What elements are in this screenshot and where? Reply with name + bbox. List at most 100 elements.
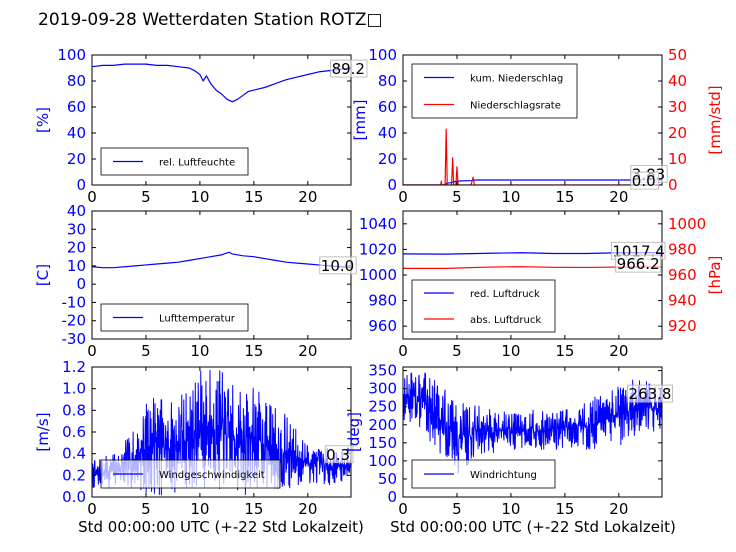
- y-axis-label: [C]: [34, 264, 52, 286]
- x-tick-label: 0: [398, 188, 408, 206]
- y-tick-label: 30: [67, 220, 86, 238]
- legend: red. Luftdruck abs. Luftdruck: [411, 279, 556, 333]
- annotation-box: [324, 445, 354, 464]
- series-line-2: [403, 128, 662, 185]
- series-group: [92, 251, 351, 269]
- x-tick-label: 10: [501, 342, 520, 360]
- y-right-tick-label: 30: [668, 98, 687, 116]
- series-group: [92, 369, 351, 496]
- legend-label: Lufttemperatur: [159, 314, 236, 325]
- chart-panel-4: 0 5 10 15 20 960 980 1000 1020 1040 920 940 960 980 10…: [359, 210, 724, 360]
- y-tick-label: 980: [368, 292, 397, 310]
- x-tick-label: 5: [141, 188, 151, 206]
- y-tick-label: 100: [57, 46, 86, 64]
- annotation-value: 0.0: [632, 172, 656, 190]
- plot-frame: [402, 366, 663, 498]
- legend-label: rel. Luftfeuchte: [159, 158, 235, 169]
- y-axis-label-right: [mm/std]: [706, 85, 724, 154]
- y-tick-label: 0.0: [62, 488, 86, 506]
- y-tick-label: 40: [67, 202, 86, 220]
- y-tick-label: -10: [62, 293, 87, 311]
- x-tick-label: 20: [609, 500, 628, 518]
- y-tick-label: 0.4: [62, 445, 86, 463]
- y-tick-label: 1040: [359, 215, 397, 233]
- y-axis-label: [%]: [34, 107, 52, 133]
- x-tick-label: 10: [501, 188, 520, 206]
- x-tick-label: 10: [501, 500, 520, 518]
- y-axis-label: [m/s]: [34, 412, 52, 451]
- x-tick-label: 20: [298, 342, 317, 360]
- x-tick-label: 5: [452, 500, 462, 518]
- x-tick-label: 10: [190, 500, 209, 518]
- x-tick-label: 15: [555, 342, 574, 360]
- y-tick-label: 20: [67, 150, 86, 168]
- y-tick-label: 960: [368, 317, 397, 335]
- annotation-value: 0.3: [326, 446, 350, 464]
- x-tick-label: 0: [87, 188, 97, 206]
- annotation-value: 10.0: [321, 257, 354, 275]
- annotation-value: 263.8: [629, 385, 672, 403]
- series-line-1: [92, 251, 351, 269]
- x-axis-label-left: Std 00:00:00 UTC (+-22 Std Lokalzeit): [78, 518, 364, 536]
- chart-panel-6: 0 5 10 15 20050100150200250300350[deg]263.8W…: [345, 362, 673, 518]
- legend: Windrichtung: [411, 459, 556, 489]
- y-right-tick-label: 1000: [668, 215, 706, 233]
- y-tick-label: 300: [368, 380, 397, 398]
- x-tick-label: 20: [609, 188, 628, 206]
- x-axis-label-right: Std 00:00:00 UTC (+-22 Std Lokalzeit): [390, 518, 676, 536]
- y-tick-label: 250: [368, 398, 397, 416]
- y-tick-label: 100: [368, 452, 397, 470]
- y-tick-label: 0.2: [62, 466, 86, 484]
- annotation-box: [330, 59, 368, 78]
- y-tick-label: 100: [368, 46, 397, 64]
- x-tick-label: 5: [141, 500, 151, 518]
- chart-panel-5: 0 5 10 15 20 0.0 0.2 0.4 0.6 0.8 1.0 1.2 [m/s] 0.3 Win…: [34, 358, 354, 518]
- y-right-tick-label: 960: [668, 266, 697, 284]
- y-tick-label: -30: [62, 330, 87, 348]
- annotation-value: 89.2: [332, 60, 365, 78]
- y-right-tick-label: 20: [668, 124, 687, 142]
- y-tick-label: -20: [62, 312, 87, 330]
- y-tick-label: 80: [378, 72, 397, 90]
- y-tick-label: 50: [378, 470, 397, 488]
- y-right-tick-label: 50: [668, 46, 687, 64]
- y-tick-label: 20: [67, 239, 86, 257]
- legend-frame: [411, 63, 578, 119]
- legend: Lufttemperatur: [100, 303, 249, 332]
- x-tick-label: 10: [190, 188, 209, 206]
- legend-label: Windrichtung: [470, 470, 537, 481]
- y-tick-label: 10: [67, 257, 86, 275]
- x-tick-label: 5: [452, 188, 462, 206]
- y-tick-label: 150: [368, 434, 397, 452]
- chart-panel-1: 0 5 10 15 20 0 20 40 60 80 100 [%] 89.2 rel. Luftfeuc…: [34, 46, 368, 206]
- x-tick-label: 10: [190, 342, 209, 360]
- y-tick-label: 1.2: [62, 358, 86, 376]
- y-right-tick-label: 40: [668, 72, 687, 90]
- y-tick-label: 40: [378, 124, 397, 142]
- y-tick-label: 40: [67, 124, 86, 142]
- x-tick-label: 0: [87, 342, 97, 360]
- y-tick-label: 1.0: [62, 380, 86, 398]
- plot-frame: [91, 210, 352, 340]
- legend-label: Niederschlagsrate: [470, 101, 561, 112]
- annotation-value: 966.2: [617, 255, 660, 273]
- y-tick-label: 0: [387, 488, 397, 506]
- y-axis-label-right: [hPa]: [706, 256, 724, 295]
- y-tick-label: 20: [378, 150, 397, 168]
- x-tick-label: 15: [244, 188, 263, 206]
- figure-title: 2019-09-28 Wetterdaten Station ROTZ□: [38, 10, 383, 30]
- x-tick-label: 20: [609, 342, 628, 360]
- y-right-tick-label: 10: [668, 150, 687, 168]
- y-right-tick-label: 940: [668, 292, 697, 310]
- series-line-1: [92, 63, 351, 103]
- legend-label: Windgeschwindigkeit: [159, 470, 265, 481]
- y-axis-label: [deg]: [345, 412, 363, 452]
- y-tick-label: 0: [76, 176, 86, 194]
- y-tick-label: 1020: [359, 240, 397, 258]
- series-group: [92, 63, 351, 103]
- x-tick-label: 15: [244, 500, 263, 518]
- annotation-box: [319, 256, 357, 275]
